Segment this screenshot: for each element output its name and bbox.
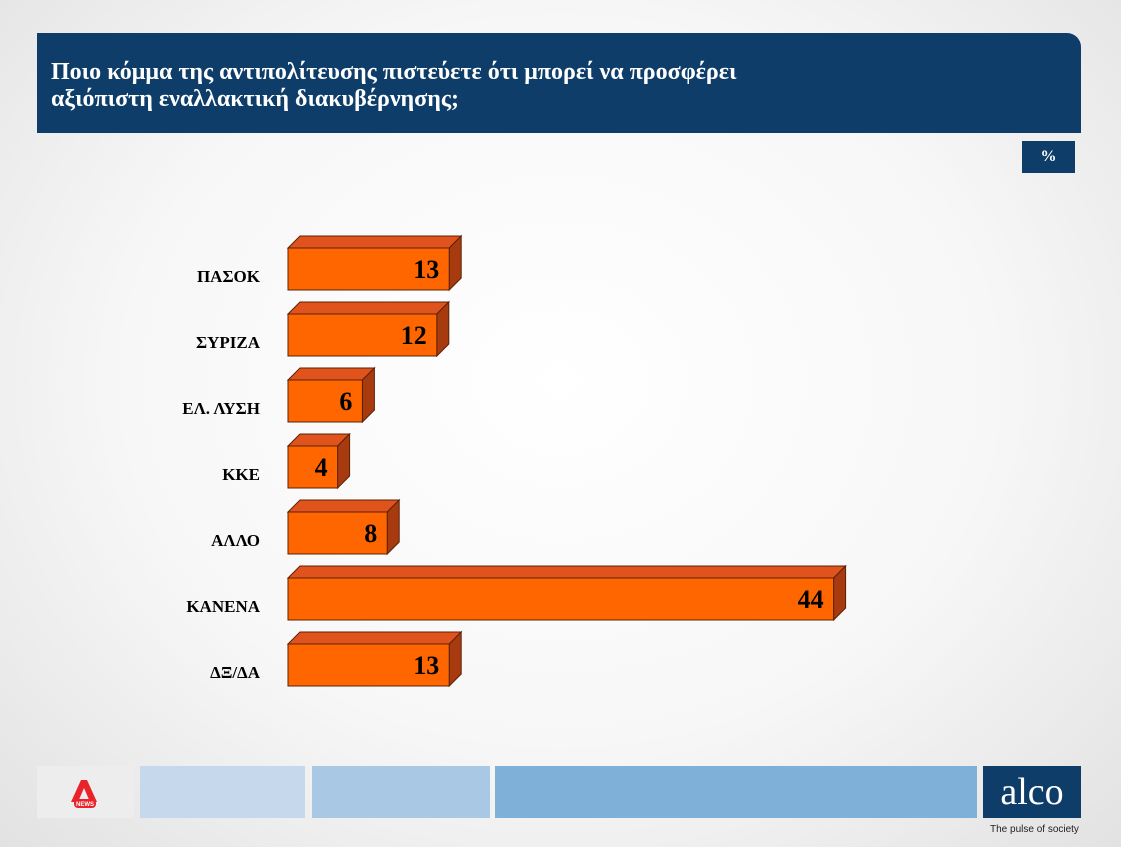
bar <box>287 445 339 489</box>
value-label: 4 <box>315 453 328 482</box>
title-banner: Ποιο κόμμα της αντιπολίτευσης πιστεύετε … <box>37 33 1081 133</box>
unit-badge: % <box>1022 141 1075 173</box>
bar-top-face <box>286 565 847 579</box>
chart-title: Ποιο κόμμα της αντιπολίτευσης πιστεύετε … <box>51 59 737 112</box>
value-label: 13 <box>413 255 439 284</box>
footer-strip <box>495 766 977 818</box>
bar <box>287 643 450 687</box>
value-label: 13 <box>413 651 439 680</box>
bar <box>287 313 438 357</box>
bar <box>287 379 363 423</box>
alco-tagline: The pulse of society <box>990 824 1079 835</box>
alpha-news-logo: NEWS <box>37 766 134 818</box>
bar-top-face <box>286 499 401 513</box>
alpha-news-icon: NEWS <box>71 780 97 808</box>
bar <box>287 577 835 621</box>
category-label: ΚΑΝΕΝΑ <box>186 597 260 616</box>
category-label: ΚΚΕ <box>222 465 260 484</box>
value-label: 8 <box>364 519 377 548</box>
category-label: ΑΛΛΟ <box>211 531 260 550</box>
bar <box>287 247 450 291</box>
footer-bar: NEWS alco The pulse of society <box>37 766 1081 835</box>
footer-strip <box>312 766 490 818</box>
svg-text:NEWS: NEWS <box>76 802 94 808</box>
alco-logo: alco <box>983 766 1081 818</box>
bar-top-face <box>286 235 463 249</box>
footer-strip <box>140 766 305 818</box>
bar-top-face <box>286 631 463 645</box>
category-label: ΣΥΡΙΖΑ <box>196 333 261 352</box>
value-label: 6 <box>339 387 352 416</box>
bar-top-face <box>286 301 451 315</box>
category-label: ΕΛ. ΛΥΣΗ <box>182 399 260 418</box>
value-label: 12 <box>401 321 427 350</box>
alco-brand: alco <box>1000 771 1064 813</box>
bar-top-face <box>286 367 376 381</box>
category-label: ΔΞ/ΔΑ <box>210 663 261 682</box>
bar <box>287 511 388 555</box>
value-label: 44 <box>798 585 824 614</box>
category-label: ΠΑΣΟΚ <box>197 267 261 286</box>
